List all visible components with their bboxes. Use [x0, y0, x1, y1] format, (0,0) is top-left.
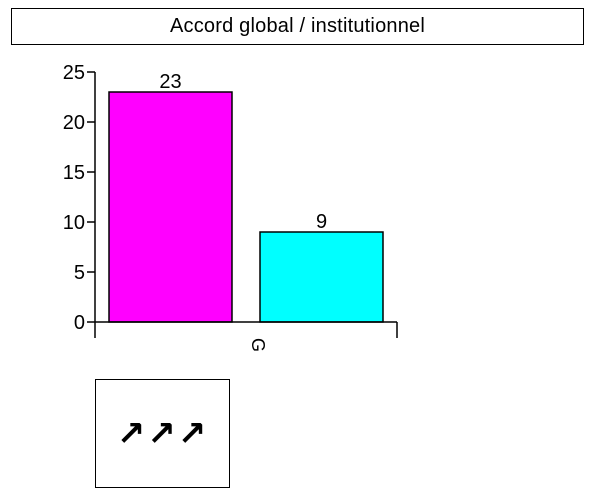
- y-tick-label: 10: [63, 212, 85, 234]
- y-tick-label: 20: [63, 112, 85, 134]
- bars: [108, 91, 384, 323]
- data-labels: 23 9: [159, 71, 327, 233]
- bar: [108, 91, 233, 323]
- x-axis: G: [94, 321, 398, 352]
- bar-chart: 0 5 10 15 20 25 23 9 G: [63, 62, 398, 352]
- y-axis: 0 5 10 15 20 25: [63, 62, 96, 334]
- trend-arrows-icon: ↗↗↗: [116, 413, 209, 454]
- y-tick-label: 15: [63, 162, 85, 184]
- bar: [259, 231, 384, 323]
- bar-value-label: 9: [316, 211, 327, 233]
- chart-title: Accord global / institutionnel: [11, 8, 584, 45]
- x-tick-label: G: [248, 338, 268, 352]
- y-tick-label: 0: [74, 312, 85, 334]
- bar-value-label: 23: [159, 71, 181, 93]
- y-tick-label: 25: [63, 62, 85, 84]
- y-tick-label: 5: [74, 262, 85, 284]
- trend-box: ↗↗↗: [95, 379, 230, 488]
